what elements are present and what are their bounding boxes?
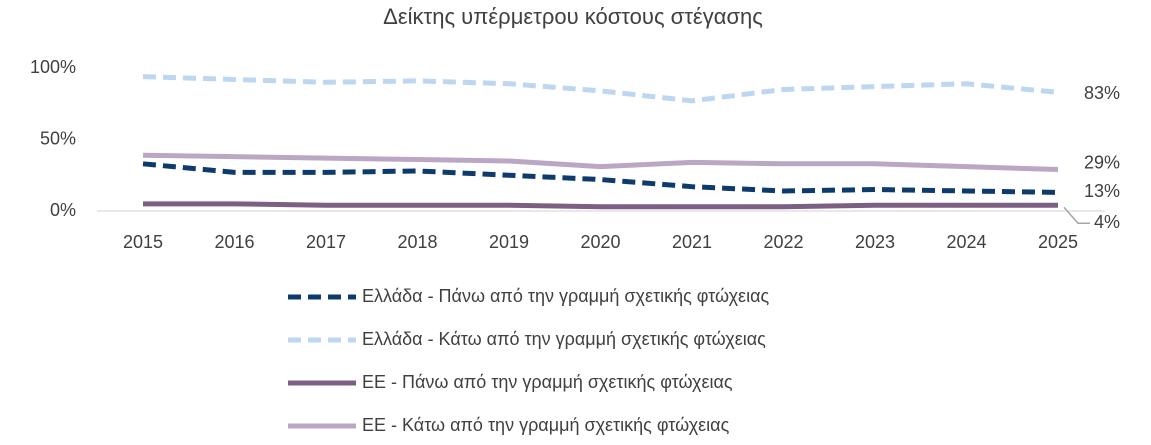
leader-line: [1063, 206, 1090, 225]
data-label: 29%: [1084, 152, 1120, 172]
legend-label: Ελλάδα - Κάτω από την γραμμή σχετικής φτ…: [362, 329, 766, 349]
x-tick-label: 2024: [946, 232, 986, 252]
data-label: 83%: [1084, 83, 1120, 103]
legend-label: ΕΕ - Πάνω από την γραμμή σχετικής φτώχει…: [362, 372, 733, 392]
chart-title: Δείκτης υπέρμετρου κόστους στέγασης: [383, 4, 763, 29]
y-tick-label: 50%: [40, 128, 76, 148]
x-tick-label: 2018: [397, 232, 437, 252]
x-tick-label: 2017: [306, 232, 346, 252]
series-line: [142, 161, 1059, 195]
legend-label: ΕΕ - Κάτω από την γραμμή σχετικής φτώχει…: [362, 415, 730, 435]
x-tick-label: 2016: [214, 232, 254, 252]
x-tick-label: 2023: [855, 232, 895, 252]
x-tick-label: 2021: [672, 232, 712, 252]
series-line: [143, 201, 1058, 210]
x-tick-label: 2025: [1038, 232, 1078, 252]
legend-label: Ελλάδα - Πάνω από την γραμμή σχετικής φτ…: [362, 286, 769, 306]
y-tick-label: 100%: [30, 57, 76, 77]
series-line: [142, 152, 1059, 173]
series-line: [142, 74, 1059, 104]
data-label: 4%: [1094, 212, 1120, 232]
y-tick-label: 0%: [50, 200, 76, 220]
x-tick-label: 2019: [489, 232, 529, 252]
data-label: 13%: [1084, 181, 1120, 201]
x-tick-label: 2020: [580, 232, 620, 252]
x-tick-label: 2022: [763, 232, 803, 252]
x-tick-label: 2015: [123, 232, 163, 252]
